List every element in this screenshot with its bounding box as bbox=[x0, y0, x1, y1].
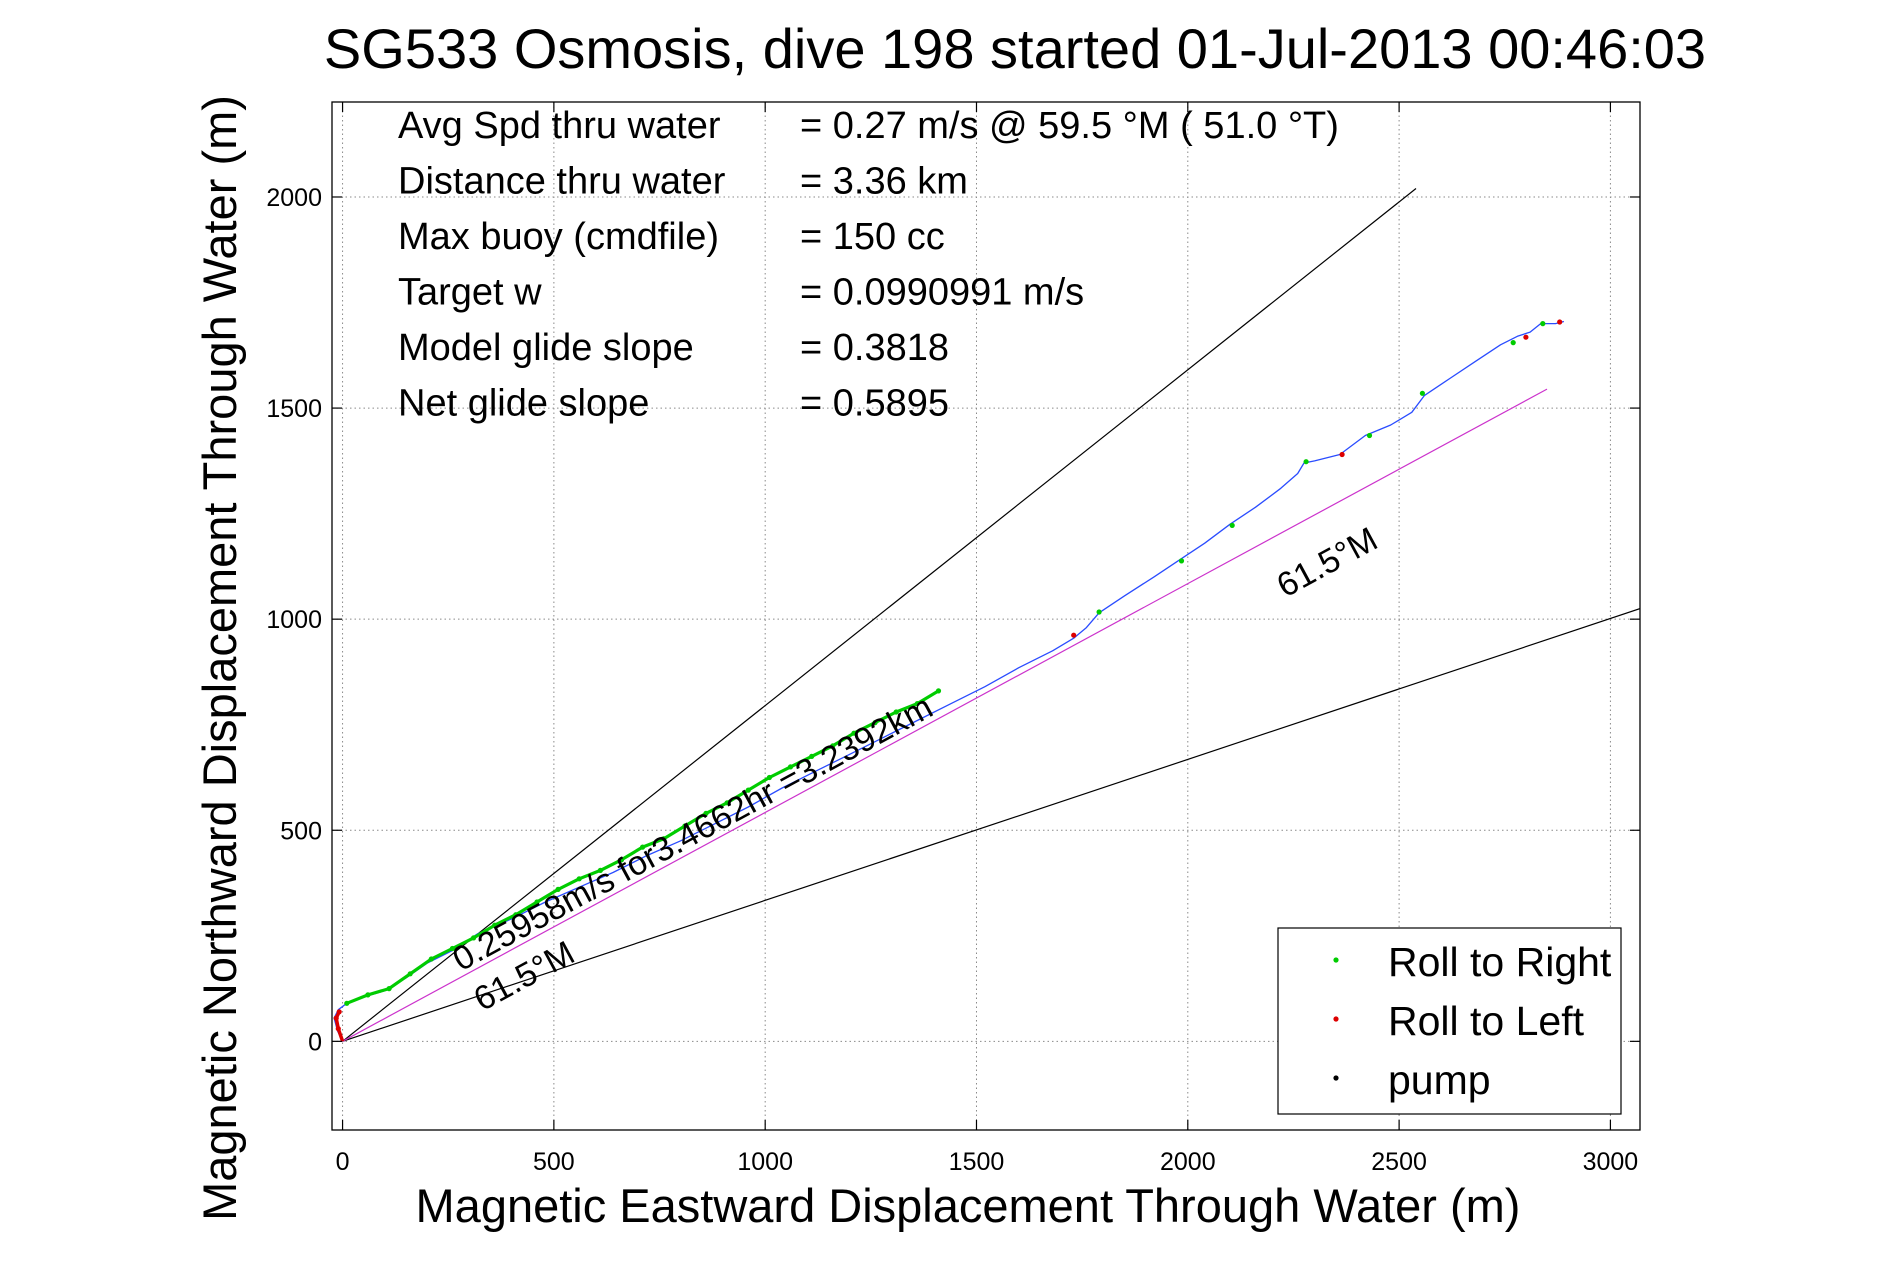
stat-value-2: = 150 cc bbox=[800, 216, 945, 258]
stat-value-5: = 0.5895 bbox=[800, 383, 949, 425]
point-roll-to-left-6 bbox=[1557, 319, 1563, 325]
stat-label-2: Max buoy (cmdfile) bbox=[398, 216, 719, 258]
stat-label-3: Target w bbox=[398, 272, 542, 314]
legend-marker-pump bbox=[1333, 1075, 1339, 1081]
chart-title: SG533 Osmosis, dive 198 started 01-Jul-2… bbox=[324, 17, 1706, 80]
point-roll-to-left-3 bbox=[1071, 632, 1077, 638]
legend-label-pump: pump bbox=[1388, 1057, 1491, 1103]
legend-marker-roll-to-left bbox=[1333, 1016, 1339, 1022]
reference-line-net-course bbox=[342, 388, 1548, 1042]
series-line-roll-to-left bbox=[334, 1011, 345, 1042]
legend-label-roll-to-right: Roll to Right bbox=[1388, 939, 1612, 985]
series-layer bbox=[333, 319, 1565, 1042]
reference-line-lower-bound bbox=[342, 608, 1640, 1042]
point-roll-to-left-4 bbox=[1339, 451, 1345, 458]
stat-value-1: = 3.36 km bbox=[800, 161, 968, 203]
stat-value-0: = 0.27 m/s @ 59.5 °M ( 51.0 °T) bbox=[800, 105, 1339, 147]
point-roll-to-right-31 bbox=[1229, 522, 1235, 529]
x-tick-label-2: 1000 bbox=[737, 1148, 793, 1176]
x-axis-label: Magnetic Eastward Displacement Through W… bbox=[416, 1179, 1521, 1232]
point-roll-to-right-34 bbox=[1419, 390, 1425, 396]
point-roll-to-right-30 bbox=[1178, 558, 1185, 564]
series-line-roll-to-right bbox=[346, 689, 940, 1005]
x-tick-label-1: 500 bbox=[533, 1148, 575, 1176]
y-axis-label: Magnetic Northward Displacement Through … bbox=[193, 95, 246, 1221]
y-tick-label-3: 1500 bbox=[266, 395, 322, 423]
stat-label-4: Model glide slope bbox=[398, 327, 694, 369]
point-roll-to-right-32 bbox=[1303, 459, 1309, 465]
x-tick-label-0: 0 bbox=[336, 1148, 350, 1176]
y-tick-label-2: 1000 bbox=[266, 606, 322, 634]
stat-label-0: Avg Spd thru water bbox=[398, 105, 721, 147]
point-roll-to-right-29 bbox=[1096, 609, 1102, 615]
stat-label-1: Distance thru water bbox=[398, 161, 726, 203]
y-tick-label-1: 500 bbox=[280, 817, 322, 845]
ticks: 0 500 1000 1500 2000 2500 3000 0 500 1000 1500 2000 bbox=[266, 102, 1640, 1176]
legend-marker-roll-to-right bbox=[1333, 957, 1339, 963]
x-tick-label-6: 3000 bbox=[1583, 1148, 1639, 1176]
plot-frame bbox=[331, 101, 1641, 1131]
y-tick-label-4: 2000 bbox=[266, 184, 322, 212]
legend[interactable]: Roll to Right Roll to Left pump bbox=[1277, 927, 1622, 1115]
axes-frame bbox=[331, 101, 1641, 1131]
stat-label-5: Net glide slope bbox=[398, 383, 649, 425]
stats-block: Avg Spd thru water = 0.27 m/s @ 59.5 °M (… bbox=[398, 105, 1339, 425]
point-roll-to-right-36 bbox=[1540, 321, 1546, 327]
x-tick-label-4: 2000 bbox=[1160, 1148, 1216, 1176]
reference-lines bbox=[342, 188, 1640, 1042]
stat-value-3: = 0.0990991 m/s bbox=[800, 272, 1084, 314]
stat-value-4: = 0.3818 bbox=[800, 327, 949, 369]
x-tick-label-3: 1500 bbox=[949, 1148, 1005, 1176]
grid bbox=[332, 102, 1640, 1130]
legend-label-roll-to-left: Roll to Left bbox=[1388, 998, 1585, 1044]
point-roll-to-left-5 bbox=[1523, 334, 1529, 340]
x-tick-label-5: 2500 bbox=[1371, 1148, 1427, 1176]
point-roll-to-right-33 bbox=[1366, 432, 1373, 439]
reference-line-upper-bound bbox=[342, 188, 1417, 1042]
point-roll-to-right-35 bbox=[1510, 340, 1516, 346]
y-tick-label-0: 0 bbox=[308, 1028, 322, 1056]
